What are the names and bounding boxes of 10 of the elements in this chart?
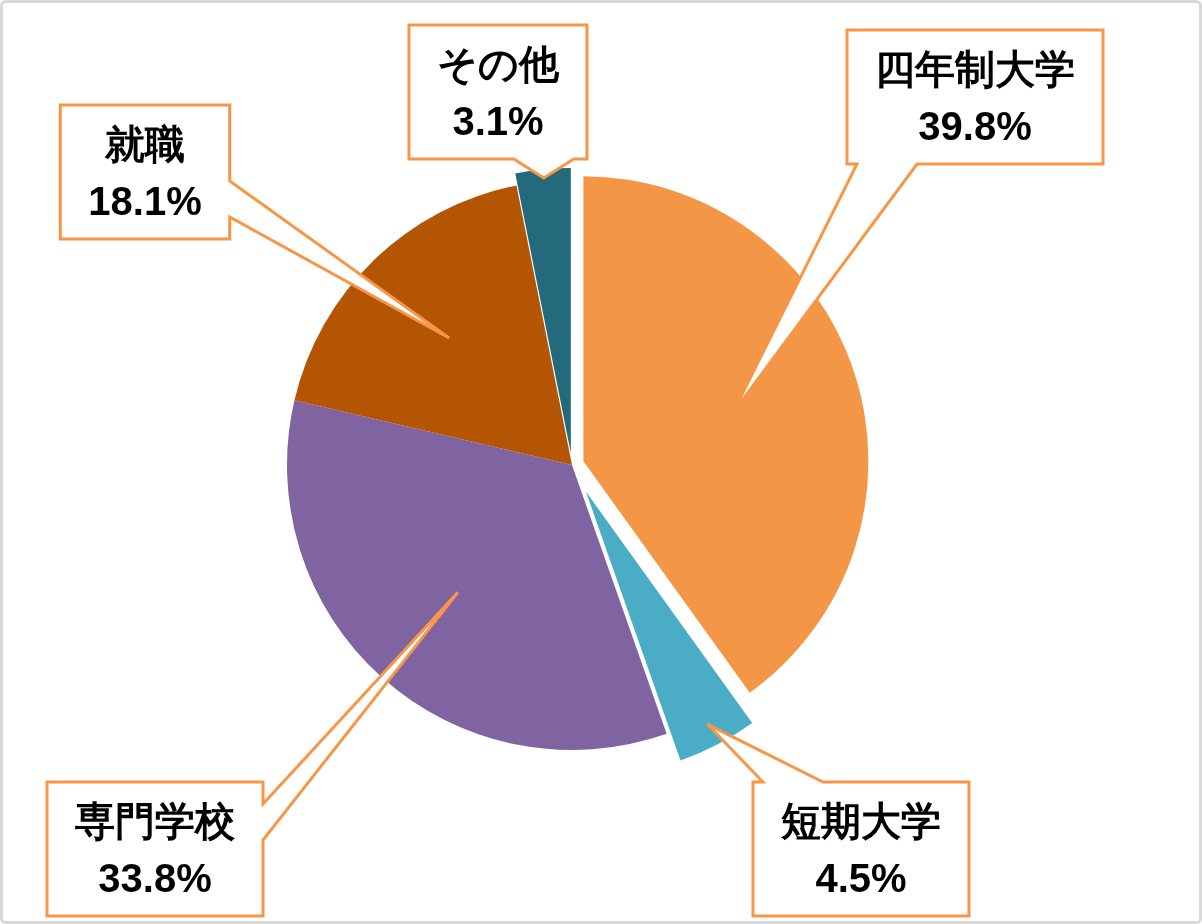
data-label: 33.8%: [98, 855, 212, 900]
slice-label: 就職: [104, 121, 185, 166]
slice-label: 専門学校: [75, 798, 236, 843]
slice-label: 四年制大学: [875, 46, 1075, 91]
data-label: 3.1%: [452, 98, 544, 143]
data-label: 39.8%: [918, 103, 1032, 148]
slice-label: その他: [437, 41, 560, 86]
data-label: 18.1%: [88, 178, 202, 223]
slice-label: 短期大学: [780, 798, 941, 843]
data-label: 4.5%: [815, 855, 907, 900]
